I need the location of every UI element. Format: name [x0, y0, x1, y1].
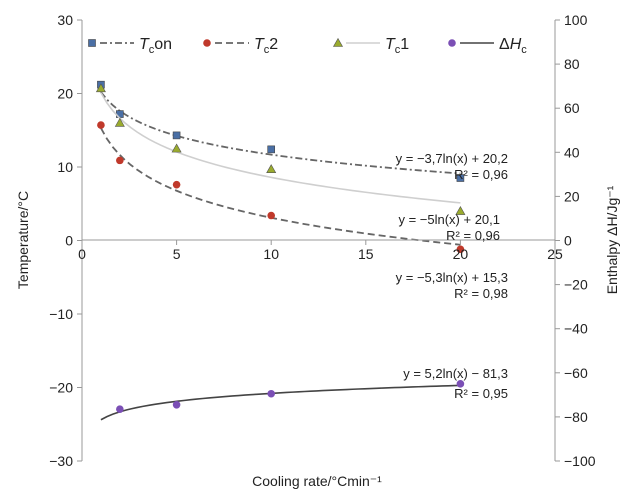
legend-label: Tc1: [385, 36, 409, 56]
legend-item: ΔHc: [448, 36, 527, 56]
y-right-tick-label: 80: [564, 56, 580, 72]
series-1-point: [172, 131, 181, 140]
trendline-equation: y = −3,7ln(x) + 20,2: [396, 151, 508, 166]
x-tick-label: 25: [547, 246, 563, 262]
series-3-point: [455, 205, 466, 215]
y-right-tick-label: 60: [564, 100, 580, 116]
y-right-tick-label: −40: [564, 321, 588, 337]
series-2-point: [97, 121, 105, 129]
y-left-tick-label: 10: [57, 159, 73, 175]
legend-label: Tc2: [254, 36, 278, 56]
x-tick-label: 15: [358, 246, 374, 262]
annotations: y = −3,7ln(x) + 20,2R² = 0,96y = −5,3ln(…: [396, 151, 508, 401]
trendline-r-squared: R² = 0,96: [454, 167, 508, 182]
axes: −30−20−100102030−100−80−60−40−2002040608…: [49, 12, 595, 469]
x-tick-label: 0: [78, 246, 86, 262]
legend-label: ΔHc: [499, 36, 527, 56]
y-right-tick-label: 40: [564, 144, 580, 160]
x-tick-label: 20: [453, 246, 469, 262]
series-2-point: [116, 156, 124, 165]
legend-item: Tc1: [332, 36, 409, 56]
series-2-point: [172, 180, 181, 189]
legend: Tcon Tc2 Tc1 ΔHc: [88, 36, 527, 56]
y-axis-left-label: Temperature/°C: [15, 191, 31, 289]
series-3-point: [114, 117, 125, 127]
trendline-equation: y = −5ln(x) + 20,1: [398, 212, 500, 227]
series-1-point: [456, 174, 465, 182]
x-tick-label: 5: [173, 246, 181, 262]
y-right-tick-label: −20: [564, 277, 588, 293]
series-1-point: [267, 145, 276, 154]
trendline-r-squared: R² = 0,98: [454, 286, 508, 301]
legend-marker: [332, 37, 344, 47]
series-2-point: [267, 211, 276, 220]
series-1-trend-line: [100, 91, 461, 175]
series-3-point: [266, 164, 277, 174]
x-tick-label: 10: [263, 246, 279, 262]
legend-label: Tcon: [139, 36, 172, 56]
series-4-point: [267, 389, 276, 398]
legend-marker: [203, 39, 211, 47]
trendline-equation: y = 5,2ln(x) − 81,3: [403, 366, 508, 381]
series-3-point: [171, 143, 182, 153]
trendline-r-squared: R² = 0,95: [454, 386, 508, 401]
y-right-tick-label: −60: [564, 365, 588, 381]
plot-area: [95, 80, 466, 421]
x-axis-label: Cooling rate/°Cmin⁻¹: [252, 473, 382, 489]
y-left-tick-label: 20: [57, 86, 73, 102]
y-left-tick-label: 30: [57, 12, 73, 28]
series-3-point: [95, 83, 106, 93]
series-4-point: [172, 400, 181, 409]
series-3-trend-line: [100, 92, 461, 204]
legend-item: Tcon: [88, 36, 172, 56]
trendline-r-squared: R² = 0,96: [446, 228, 500, 243]
y-axis-right-label: Enthalpy ΔH/Jg⁻¹: [604, 185, 620, 294]
series-4-point: [456, 380, 465, 388]
y-left-tick-label: 0: [65, 233, 73, 249]
series-2-trend-line: [100, 127, 461, 246]
y-right-tick-label: −80: [564, 409, 588, 425]
y-right-tick-label: 100: [564, 12, 588, 28]
legend-marker: [88, 39, 96, 47]
y-right-tick-label: 20: [564, 188, 580, 204]
series-4-trend-line: [100, 384, 461, 421]
y-right-tick-label: −100: [564, 453, 596, 469]
y-right-tick-label: 0: [564, 233, 572, 249]
legend-marker: [448, 39, 456, 47]
series-2-point: [456, 245, 465, 254]
legend-item: Tc2: [203, 36, 278, 56]
y-left-tick-label: −30: [49, 453, 73, 469]
series-4-point: [116, 405, 124, 413]
y-left-tick-label: −20: [49, 380, 73, 396]
y-left-tick-label: −10: [49, 306, 73, 322]
trendline-equation: y = −5,3ln(x) + 15,3: [396, 270, 508, 285]
